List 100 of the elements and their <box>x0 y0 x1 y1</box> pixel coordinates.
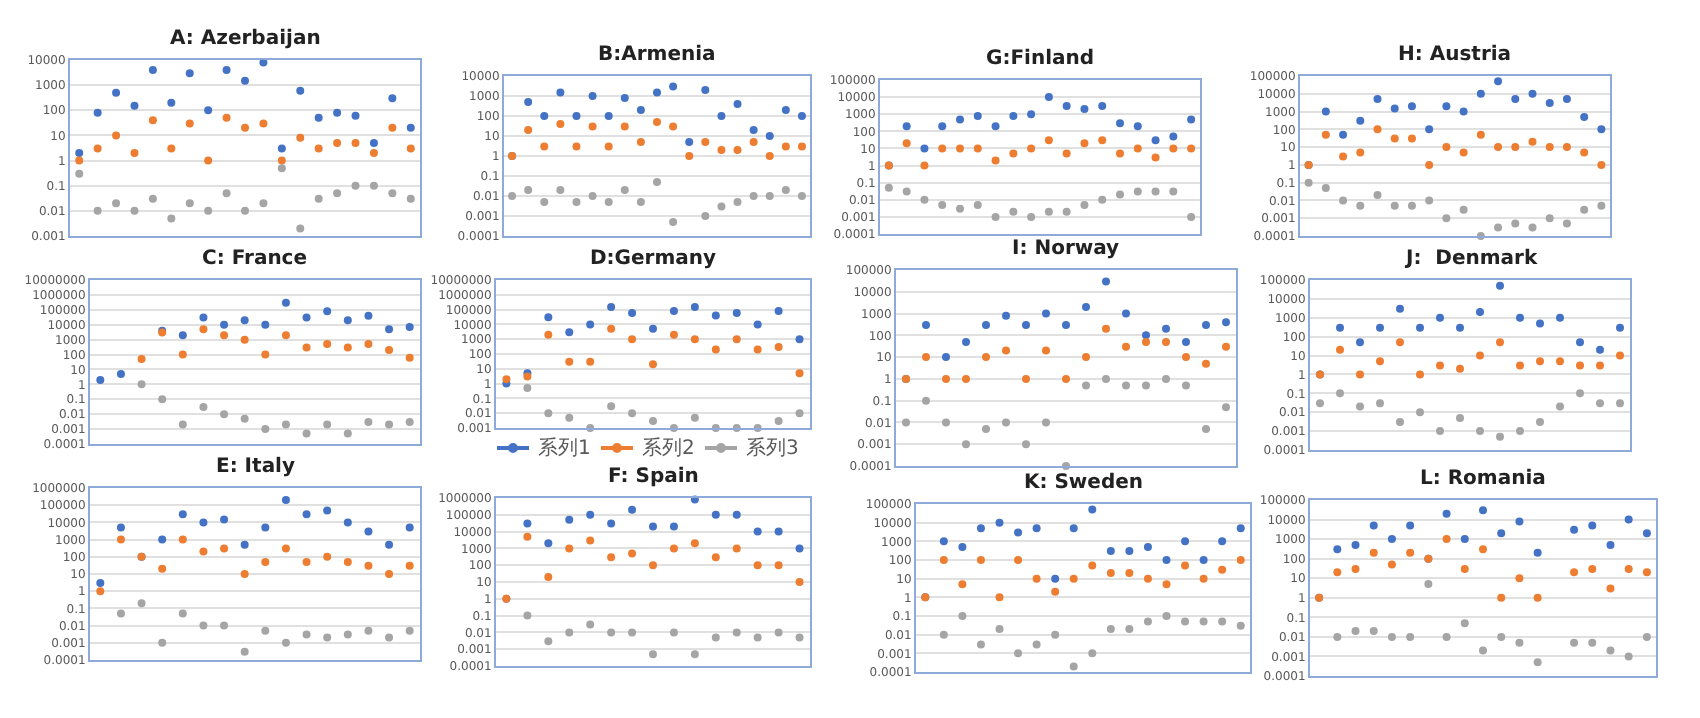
point <box>991 212 1000 221</box>
point <box>1162 337 1170 346</box>
point <box>1169 187 1178 196</box>
point <box>364 340 373 349</box>
point <box>649 360 657 369</box>
point <box>148 66 157 74</box>
point <box>1102 374 1110 383</box>
point <box>620 122 629 131</box>
point <box>137 355 146 364</box>
point <box>1351 627 1360 635</box>
point <box>1515 638 1524 647</box>
point <box>405 417 414 426</box>
point <box>1556 313 1564 322</box>
point <box>976 524 985 533</box>
point <box>1597 160 1606 169</box>
point <box>1088 649 1097 658</box>
point <box>1321 184 1330 193</box>
point <box>1642 529 1651 538</box>
point <box>93 108 102 117</box>
point <box>1376 357 1384 366</box>
point <box>385 570 394 578</box>
point <box>323 307 332 316</box>
point <box>1642 632 1651 641</box>
point <box>523 611 532 620</box>
point <box>1181 561 1190 570</box>
point <box>774 527 783 536</box>
point <box>1476 427 1484 436</box>
point <box>973 144 982 153</box>
point <box>1218 617 1227 626</box>
point <box>364 527 373 536</box>
point <box>607 303 616 311</box>
point <box>1106 625 1115 634</box>
point <box>259 199 268 208</box>
point <box>1545 99 1554 108</box>
point <box>277 144 286 153</box>
point <box>991 122 1000 131</box>
point <box>1369 548 1378 557</box>
point <box>1456 323 1464 332</box>
point <box>261 557 270 566</box>
point <box>565 413 574 422</box>
point <box>1151 187 1160 196</box>
point <box>158 535 167 544</box>
point <box>586 536 595 545</box>
point <box>669 122 678 131</box>
point <box>1456 364 1464 373</box>
point <box>364 626 373 635</box>
point <box>995 518 1004 527</box>
point <box>976 640 985 649</box>
point <box>1479 646 1487 655</box>
point <box>1562 219 1571 228</box>
point <box>1416 370 1424 379</box>
point <box>405 561 414 570</box>
point <box>588 122 597 131</box>
point <box>1106 547 1115 556</box>
point <box>1125 547 1134 556</box>
chart-title: F: Spain <box>608 466 699 488</box>
point <box>556 88 565 97</box>
point <box>1336 389 1344 398</box>
point <box>405 353 414 362</box>
point <box>130 149 139 157</box>
point <box>572 142 581 151</box>
point <box>620 93 629 102</box>
point <box>1002 346 1010 355</box>
point <box>774 342 783 351</box>
point <box>1122 342 1130 351</box>
point <box>93 206 102 215</box>
point <box>388 94 397 103</box>
point <box>220 410 229 419</box>
point <box>1497 529 1506 538</box>
point <box>690 303 699 311</box>
point <box>653 178 661 187</box>
point <box>711 510 720 519</box>
point <box>732 510 741 519</box>
point <box>222 113 231 122</box>
point <box>607 402 616 411</box>
point <box>1436 427 1444 436</box>
point <box>1425 160 1434 169</box>
point <box>261 350 270 359</box>
point <box>199 621 208 630</box>
point <box>1369 627 1378 635</box>
point <box>653 88 661 97</box>
point <box>1162 374 1170 383</box>
point <box>158 395 167 404</box>
point <box>220 621 229 630</box>
point <box>540 198 549 207</box>
point <box>588 92 597 100</box>
point <box>1009 149 1018 158</box>
point <box>343 630 352 639</box>
point <box>586 320 595 329</box>
point <box>199 325 208 334</box>
point <box>1387 535 1396 544</box>
point <box>1396 304 1404 313</box>
point <box>636 198 645 207</box>
point <box>1102 324 1110 333</box>
point <box>1181 537 1190 546</box>
point <box>199 547 208 556</box>
point <box>343 316 352 325</box>
point <box>1479 545 1487 554</box>
point <box>938 122 947 131</box>
point <box>1069 662 1078 671</box>
